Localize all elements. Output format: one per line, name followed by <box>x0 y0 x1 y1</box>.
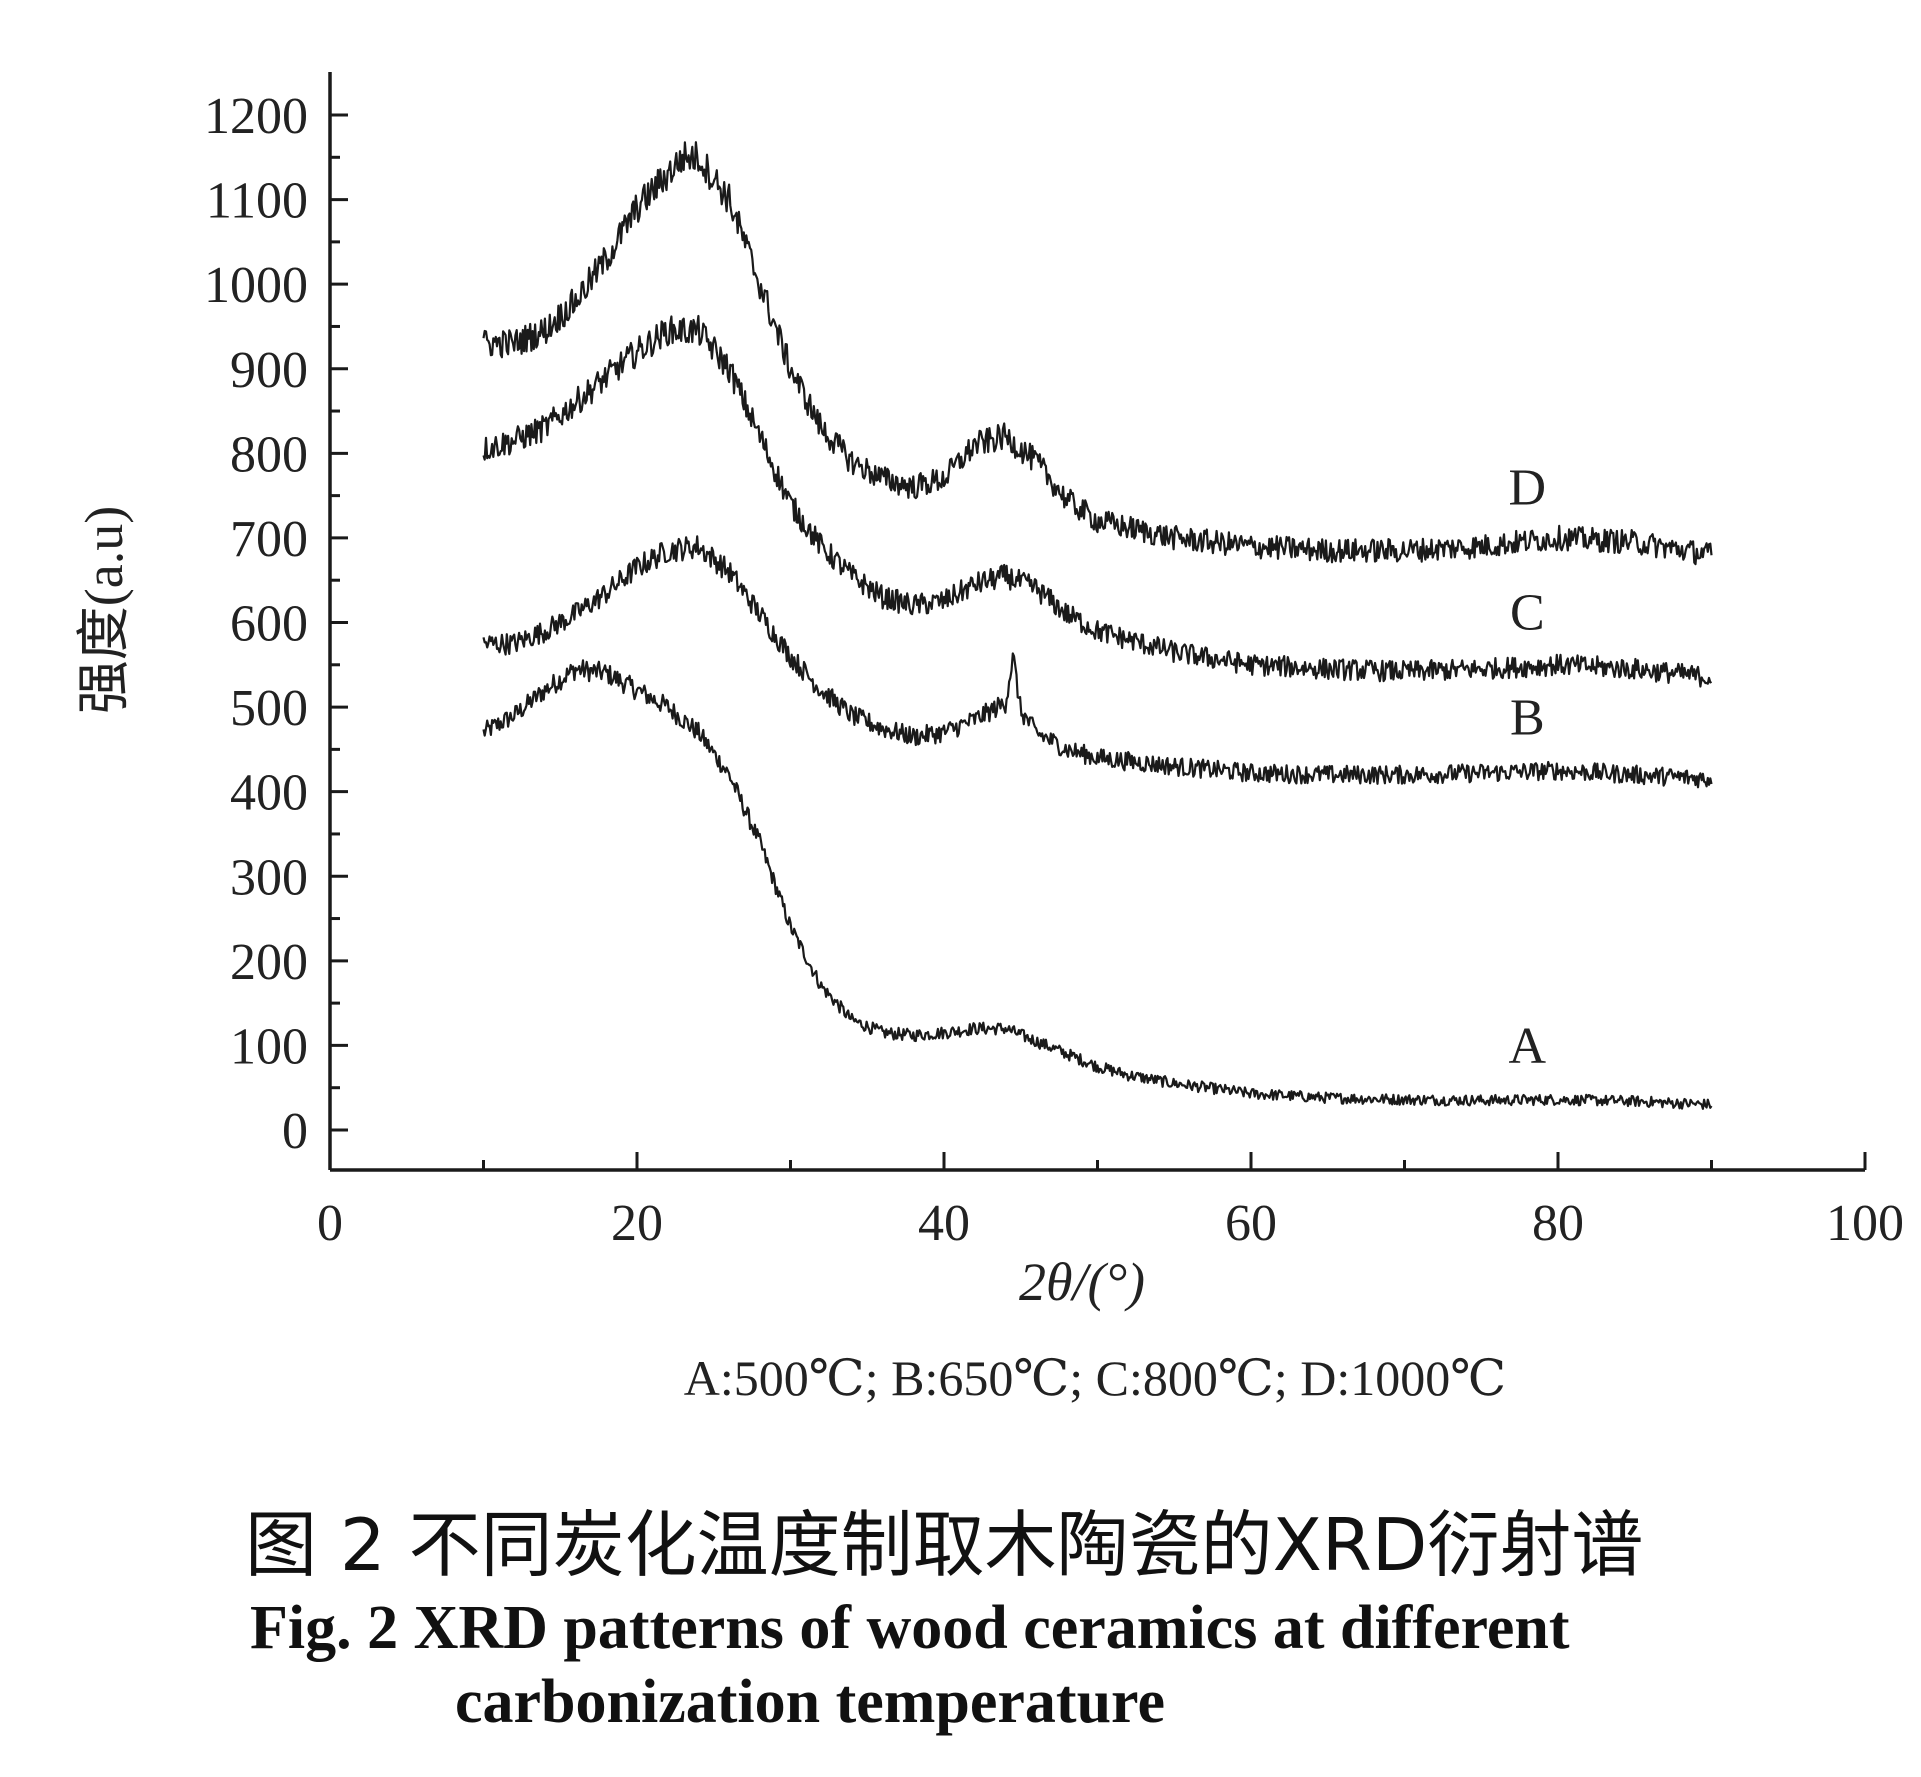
x-tick-label: 60 <box>1225 1195 1277 1252</box>
caption-english-line2: carbonization temperature <box>455 1668 1165 1736</box>
x-tick-label: 40 <box>918 1195 970 1252</box>
series-line-C <box>482 314 1713 688</box>
caption-english-line1: Fig. 2 XRD patterns of wood ceramics at … <box>250 1594 1570 1662</box>
x-tick-label: 80 <box>1532 1195 1584 1252</box>
y-tick-label: 1200 <box>204 88 308 145</box>
x-tick-label: 100 <box>1826 1195 1904 1252</box>
x-tick-label: 0 <box>317 1195 343 1252</box>
y-axis-title: 强度(a.u) <box>74 506 134 714</box>
y-tick-label: 200 <box>230 934 308 991</box>
y-tick-label: 100 <box>230 1018 308 1075</box>
curve-label-C: C <box>1510 585 1545 642</box>
caption-chinese: 图 2 不同炭化温度制取木陶瓷的XRD衍射谱 <box>245 1503 1643 1587</box>
series-group <box>482 141 1713 1110</box>
y-tick-label: 700 <box>230 511 308 568</box>
y-tick-label: 600 <box>230 596 308 653</box>
curve-label-A: A <box>1509 1018 1547 1075</box>
series-line-A <box>482 659 1713 1110</box>
y-tick-label: 500 <box>230 680 308 737</box>
series-line-B <box>482 535 1713 789</box>
curve-label-D: D <box>1509 459 1547 516</box>
y-tick-label: 300 <box>230 849 308 906</box>
y-tick-label: 1000 <box>204 257 308 314</box>
y-tick-label: 900 <box>230 342 308 399</box>
y-ticks: 0 100 200 300 400 500 600 700 800 900 1000 1100 1200 <box>204 88 348 1160</box>
y-tick-label: 800 <box>230 426 308 483</box>
y-tick-label: 400 <box>230 765 308 822</box>
x-ticks: 0 20 40 60 80 100 <box>317 1152 1904 1252</box>
x-tick-label: 20 <box>611 1195 663 1252</box>
y-tick-label: 1100 <box>206 173 308 230</box>
y-tick-label: 0 <box>282 1103 308 1160</box>
series-line-D <box>482 141 1713 566</box>
plot-area: 0100200300400500600700800900100011001200… <box>204 72 1904 1252</box>
curve-labels: A BC D <box>1509 459 1547 1075</box>
temperature-legend-note: A:500℃; B:650℃; C:800℃; D:1000℃ <box>684 1350 1506 1406</box>
x-axis-title: 2θ/(°) <box>1019 1252 1145 1312</box>
curve-label-B: B <box>1510 690 1545 747</box>
